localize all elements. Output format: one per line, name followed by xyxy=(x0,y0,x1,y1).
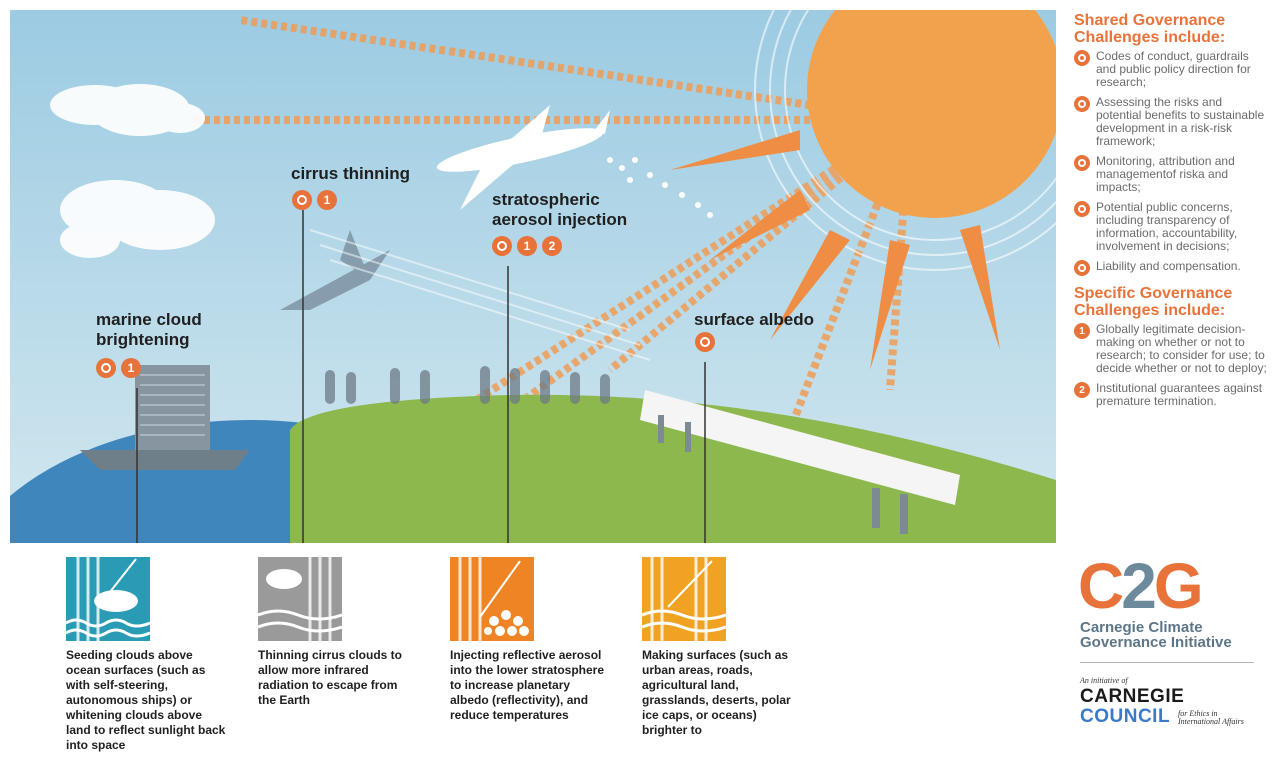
list-item-text: Assessing the risks and potential benefi… xyxy=(1096,95,1265,148)
desc-cirrus: Thinning cirrus clouds to allow more inf… xyxy=(258,648,402,707)
c2g-logo: C2G xyxy=(1078,554,1204,618)
c2g-letter-c: C xyxy=(1078,550,1124,622)
list-item: Potential public concerns, including tra… xyxy=(1074,201,1270,253)
cirrus-streaks xyxy=(309,229,651,361)
specific-challenge-1-badge: 1 xyxy=(517,236,537,256)
carnegie-wordmark: CARNEGIE xyxy=(1080,686,1185,707)
shared-challenge-badge xyxy=(292,190,312,210)
governance-sidebar: Shared Governance Challenges include: Co… xyxy=(1074,12,1270,415)
tile-marine-cloud xyxy=(66,557,150,641)
list-item-text: Potential public concerns, including tra… xyxy=(1096,200,1238,253)
reflective-panel xyxy=(640,390,960,534)
cloud-left-top xyxy=(50,84,205,136)
crowd xyxy=(325,366,610,404)
land xyxy=(290,394,1056,543)
shared-challenge-badge xyxy=(695,332,715,352)
ship xyxy=(80,365,250,470)
list-item: Liability and compensation. xyxy=(1074,259,1270,276)
initiative-label: An initiative of xyxy=(1080,676,1128,685)
desc-albedo: Making surfaces (such as urban areas, ro… xyxy=(642,648,791,737)
tile-cirrus xyxy=(258,557,342,641)
sun xyxy=(807,10,1056,218)
list-item-text: Globally legitimate decision-making on w… xyxy=(1096,322,1267,375)
list-item: 2 Institutional guarantees against premat… xyxy=(1074,382,1270,408)
carnegie-tagline: for Ethics in International Affairs xyxy=(1178,709,1244,726)
specific-challenge-2-badge: 2 xyxy=(542,236,562,256)
list-item-text: Monitoring, attribution and managementof… xyxy=(1096,154,1235,194)
specific-challenge-2-badge: 2 xyxy=(1074,382,1090,398)
specific-challenge-1-badge: 1 xyxy=(121,358,141,378)
reflective-surface-icon xyxy=(642,557,726,641)
divider xyxy=(1080,662,1254,663)
list-item: Codes of conduct, guardrails and public … xyxy=(1074,50,1270,89)
cloud-over-waves-icon xyxy=(66,557,150,641)
specific-challenge-1-badge: 1 xyxy=(317,190,337,210)
desc-aerosol: Injecting reflective aerosol into the lo… xyxy=(450,648,605,722)
shared-challenge-badge xyxy=(1074,155,1090,171)
list-item: Monitoring, attribution and managementof… xyxy=(1074,155,1270,194)
shared-challenge-badge xyxy=(1074,96,1090,112)
tile-albedo xyxy=(642,557,726,641)
badges-cirrus: 1 xyxy=(292,190,337,210)
specific-list: 1 Globally legitimate decision-making on … xyxy=(1074,323,1270,408)
label-marine-cloud-brightening: marine cloud brightening xyxy=(96,310,202,349)
tile-aerosol xyxy=(450,557,534,641)
list-item: Assessing the risks and potential benefi… xyxy=(1074,96,1270,148)
shared-list: Codes of conduct, guardrails and public … xyxy=(1074,50,1270,276)
c2g-letter-g: G xyxy=(1153,550,1204,622)
badges-marine: 1 xyxy=(96,358,141,378)
airplane xyxy=(436,105,610,210)
c2g-letter-2: 2 xyxy=(1121,550,1157,622)
list-item: 1 Globally legitimate decision-making on … xyxy=(1074,323,1270,375)
label-stratospheric-aerosol-injection: stratospheric aerosol injection xyxy=(492,190,628,229)
geoengineering-illustration: marine cloud brightening 1 cirrus thinni… xyxy=(10,10,1056,543)
badges-aerosol: 1 2 xyxy=(492,236,562,256)
sun-rings xyxy=(754,10,1056,271)
thin-cirrus-icon xyxy=(258,557,342,641)
label-cirrus-thinning: cirrus thinning xyxy=(291,164,410,183)
list-item-text: Liability and compensation. xyxy=(1096,259,1241,273)
shared-challenge-badge xyxy=(96,358,116,378)
label-surface-albedo: surface albedo xyxy=(694,310,814,329)
desc-marine-cloud: Seeding clouds above ocean surfaces (suc… xyxy=(66,648,226,752)
leader-lines xyxy=(136,210,706,543)
shared-challenge-badge xyxy=(1074,50,1090,66)
council-wordmark: COUNCIL xyxy=(1080,706,1171,727)
badges-albedo xyxy=(695,332,715,352)
list-item-text: Codes of conduct, guardrails and public … xyxy=(1096,49,1251,89)
aerosol-dots xyxy=(607,157,713,218)
scene-artwork xyxy=(10,10,1056,543)
shared-heading: Shared Governance Challenges include: xyxy=(1074,12,1226,46)
shared-challenge-badge xyxy=(1074,201,1090,217)
cloud-left-bottom xyxy=(60,180,215,258)
shared-challenge-badge xyxy=(1074,260,1090,276)
c2g-subtitle: Carnegie Climate Governance Initiative xyxy=(1080,619,1232,651)
specific-heading: Specific Governance Challenges include: xyxy=(1074,285,1233,319)
aerosol-particles-icon xyxy=(458,557,529,641)
specific-challenge-1-badge: 1 xyxy=(1074,323,1090,339)
list-item-text: Institutional guarantees against prematu… xyxy=(1096,381,1263,408)
shared-challenge-badge xyxy=(492,236,512,256)
sun-spikes xyxy=(670,130,1000,370)
